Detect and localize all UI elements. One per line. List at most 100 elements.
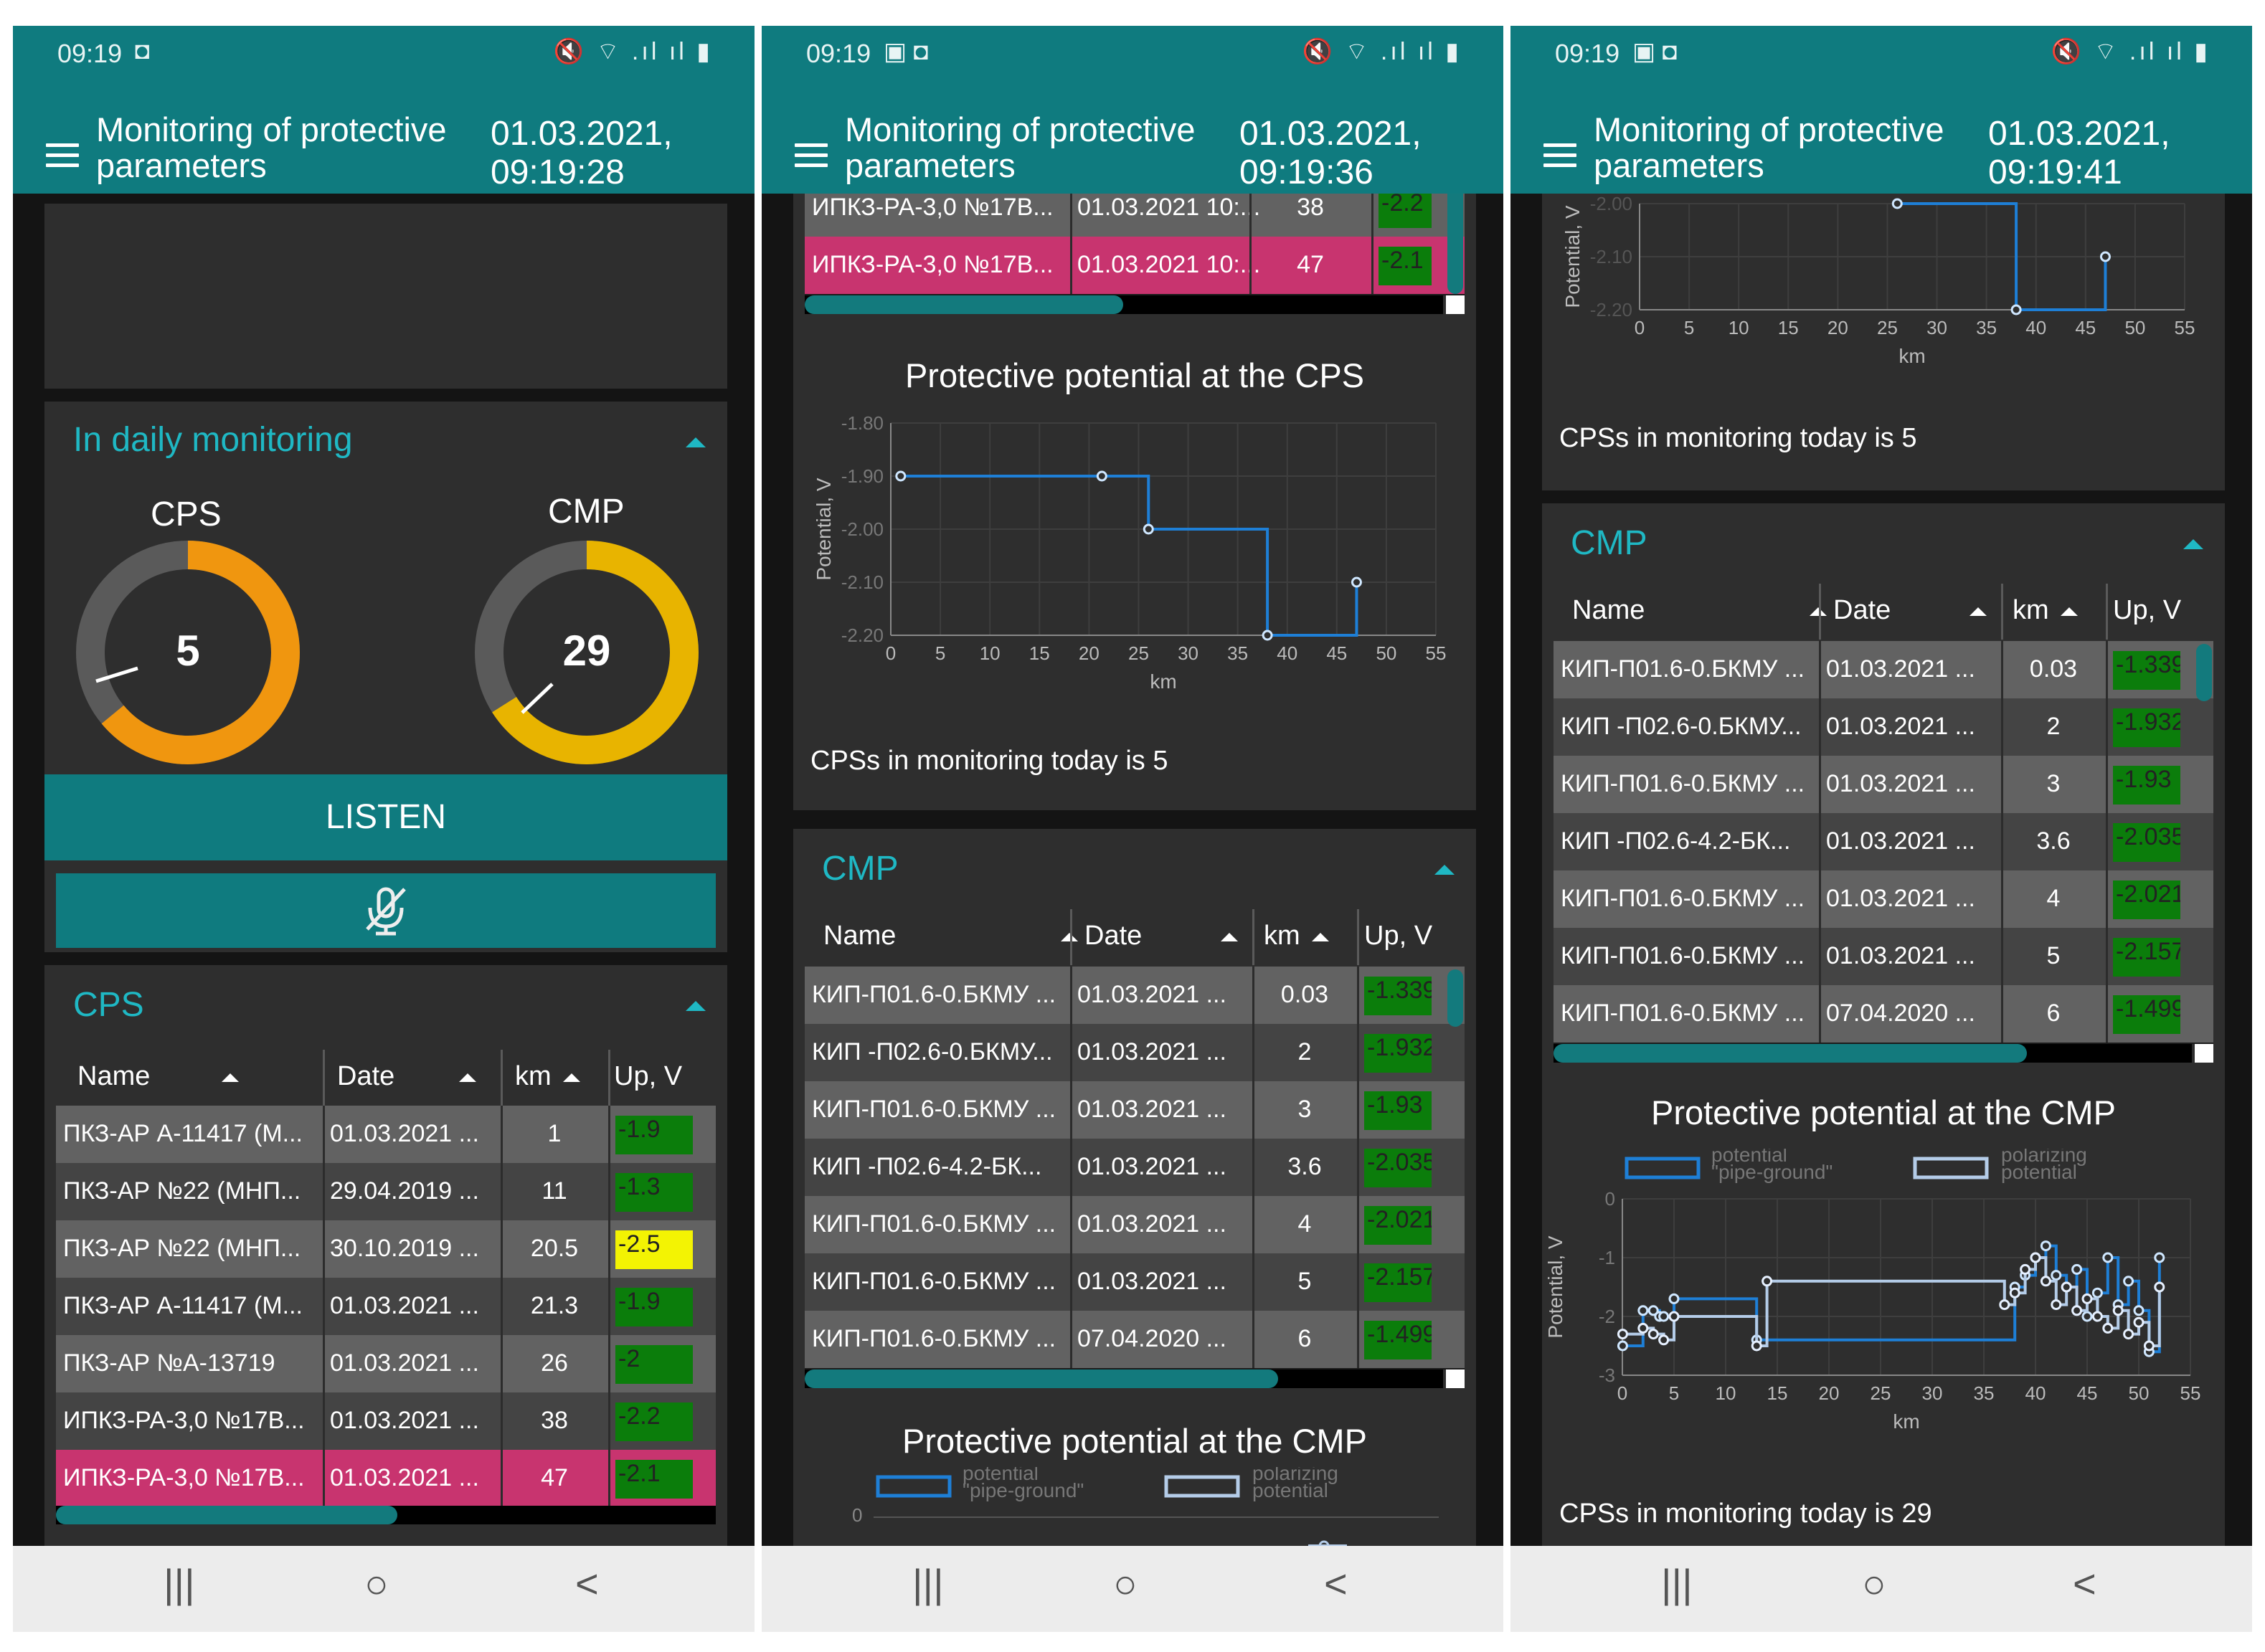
x-tick-label: 35 xyxy=(1227,642,1248,664)
menu-icon[interactable] xyxy=(46,143,79,171)
col-up-header[interactable]: Up, V xyxy=(1364,921,1433,951)
col-up-header[interactable]: Up, V xyxy=(2113,595,2182,625)
table-header: Name Date km Up, V xyxy=(805,909,1465,965)
table-row[interactable]: КИП-П01.6-0.БКМУ ... 01.03.2021 ... 0.03 -1… xyxy=(805,967,1465,1025)
x-tick-label: 30 xyxy=(1178,642,1198,664)
cell-up-voltage: -2.021 xyxy=(1364,1206,1432,1245)
data-point xyxy=(1647,1329,1659,1340)
home-icon[interactable]: ○ xyxy=(1113,1561,1138,1606)
table-row[interactable]: КИП-П01.6-0.БКМУ ... 01.03.2021 ... 4 -2.02… xyxy=(805,1196,1465,1255)
menu-icon[interactable] xyxy=(795,143,828,171)
back-icon[interactable]: < xyxy=(2073,1561,2096,1606)
table-row[interactable]: ПКЗ-АР №22 (МНП... 29.04.2019 ... 11 -1.3 xyxy=(56,1163,716,1222)
collapse-icon[interactable] xyxy=(686,437,706,447)
table-row[interactable]: КИП -П02.6-4.2-БК... 01.03.2021 ... 3.6 -2.… xyxy=(805,1139,1465,1197)
table-row[interactable]: ИПКЗ-РА-3,0 №17В... 01.03.2021 10:... 38 -2… xyxy=(805,194,1465,238)
cps-count-text: CPSs in monitoring today is 5 xyxy=(1559,423,1917,453)
col-km-header[interactable]: km xyxy=(1264,921,1329,951)
col-km-header[interactable]: km xyxy=(2013,595,2078,626)
table-row[interactable]: ИПКЗ-РА-3,0 №17В... 01.03.2021 10:... 47 -2… xyxy=(805,237,1465,295)
horizontal-scroll-thumb[interactable] xyxy=(805,1369,1278,1388)
table-row[interactable]: КИП -П02.6-0.БКМУ... 01.03.2021 ... 2 -1.93… xyxy=(1554,698,2213,757)
menu-icon[interactable] xyxy=(1543,143,1576,171)
horizontal-scroll-thumb[interactable] xyxy=(1554,1044,2027,1063)
table-row[interactable]: КИП-П01.6-0.БКМУ ... 01.03.2021 ... 0.03 -1… xyxy=(1554,641,2213,700)
cell-km: 6 xyxy=(2046,1000,2061,1027)
col-date-header[interactable]: Date xyxy=(337,1061,477,1092)
data-point xyxy=(1891,198,1903,209)
col-up-header[interactable]: Up, V xyxy=(614,1061,683,1091)
table-row[interactable]: КИП-П01.6-0.БКМУ ... 01.03.2021 ... 3 -1.93 xyxy=(805,1081,1465,1140)
table-row[interactable]: ПКЗ-АР №22 (МНП... 30.10.2019 ... 20.5 -2.5 xyxy=(56,1220,716,1279)
vertical-scroll-thumb[interactable] xyxy=(2196,644,2212,701)
back-icon[interactable]: < xyxy=(575,1561,599,1606)
collapse-icon[interactable] xyxy=(686,1001,706,1011)
cmp-gauge-arc xyxy=(475,541,699,764)
table-row[interactable]: КИП-П01.6-0.БКМУ ... 07.04.2020 ... 6 -1.49… xyxy=(805,1311,1465,1369)
status-bar: 09:19 ◘ 🔇 ⌔ .ıl ıl ▮ xyxy=(13,26,755,86)
home-icon[interactable]: ○ xyxy=(1862,1561,1886,1606)
collapse-icon[interactable] xyxy=(1434,865,1455,875)
collapse-icon[interactable] xyxy=(2183,539,2203,549)
recent-apps-icon[interactable]: ||| xyxy=(164,1561,195,1606)
data-point xyxy=(2071,1263,2083,1275)
x-tick-label: 10 xyxy=(1729,317,1749,338)
table-row[interactable]: КИП -П02.6-4.2-БК... 01.03.2021 ... 3.6 -2.… xyxy=(1554,813,2213,872)
cell-name: ИПКЗ-РА-3,0 №17В... xyxy=(63,1407,305,1434)
horizontal-scroll-thumb[interactable] xyxy=(56,1506,397,1524)
daily-monitoring-card: In daily monitoring CPS CMP 5 29 xyxy=(44,402,727,797)
x-tick-label: 40 xyxy=(1277,642,1297,664)
table-row[interactable]: КИП-П01.6-0.БКМУ ... 01.03.2021 ... 5 -2.15… xyxy=(1554,928,2213,987)
data-point xyxy=(2143,1340,2155,1352)
horizontal-scroll-thumb[interactable] xyxy=(805,295,1123,314)
cell-name: КИП -П02.6-4.2-БК... xyxy=(812,1153,1042,1180)
home-icon[interactable]: ○ xyxy=(364,1561,389,1606)
cps-potential-chart: 0 5 10 15 20 25 30 35 40 45 50 55 -1.80 -1.90 -2.00 -2.… xyxy=(813,412,1446,693)
table-row[interactable]: ПКЗ-АР А-11417 (М... 01.03.2021 ... 1 -1.9 xyxy=(56,1106,716,1164)
system-nav-bar: ||| ○ < xyxy=(13,1546,755,1632)
col-name-header[interactable]: Name xyxy=(823,921,1079,951)
y-tick-label: 0 xyxy=(1605,1188,1615,1210)
y-tick-label: -2.10 xyxy=(841,571,884,593)
cell-date: 01.03.2021 ... xyxy=(1077,1096,1226,1123)
table-row[interactable]: КИП-П01.6-0.БКМУ ... 07.04.2020 ... 6 -1.49… xyxy=(1554,985,2213,1044)
col-date-header[interactable]: Date xyxy=(1084,921,1239,951)
vertical-scroll-thumb[interactable] xyxy=(1447,194,1463,294)
notification-icon: ◘ xyxy=(135,37,150,65)
legend-label-polarizing-1: polarizing xyxy=(2001,1149,2087,1166)
data-point xyxy=(2061,1281,2072,1293)
y-tick-label: -3 xyxy=(1599,1364,1615,1386)
table-row[interactable]: КИП -П02.6-0.БКМУ... 01.03.2021 ... 2 -1.93… xyxy=(805,1024,1465,1083)
cell-km: 38 xyxy=(1297,194,1324,221)
table-header: Name Date km Up, V xyxy=(56,1050,716,1106)
notification-icons: ▣ ◘ xyxy=(1632,38,1678,65)
legend-polarizing-2: potential xyxy=(1252,1479,1328,1501)
table-row[interactable]: ПКЗ-АР А-11417 (М... 01.03.2021 ... 21.3 -1… xyxy=(56,1278,716,1337)
data-point xyxy=(2102,1252,2114,1263)
app-timestamp: 01.03.2021, 09:19:41 xyxy=(1988,115,2170,191)
col-name-header[interactable]: Name xyxy=(77,1061,240,1092)
main-content: ИПКЗ-РА-3,0 №17В... 01.03.2021 10:... 38 -2… xyxy=(762,194,1503,1557)
phone-screen-2: 09:19 ▣ ◘ 🔇 ⌔ .ıl ıl ▮ Monitoring of pro… xyxy=(762,26,1503,1632)
series-line xyxy=(900,475,1358,637)
data-point xyxy=(2099,251,2111,262)
table-row[interactable]: КИП-П01.6-0.БКМУ ... 01.03.2021 ... 4 -2.02… xyxy=(1554,870,2213,929)
vertical-scroll-thumb[interactable] xyxy=(1447,969,1463,1027)
recent-apps-icon[interactable]: ||| xyxy=(1661,1561,1693,1606)
table-row[interactable]: ИПКЗ-РА-3,0 №17В... 01.03.2021 ... 47 -2.1 xyxy=(56,1450,716,1509)
cmp-potential-chart: potential"pipe-ground"polarizingpotentia… xyxy=(1544,1149,2200,1433)
table-row[interactable]: КИП-П01.6-0.БКМУ ... 01.03.2021 ... 3 -1.93 xyxy=(1554,756,2213,815)
listen-button[interactable]: LISTEN xyxy=(44,774,727,860)
recent-apps-icon[interactable]: ||| xyxy=(912,1561,944,1606)
data-point xyxy=(1143,523,1154,535)
mute-mic-button[interactable] xyxy=(56,873,716,948)
col-name-header[interactable]: Name xyxy=(1572,595,1827,626)
table-row[interactable]: КИП-П01.6-0.БКМУ ... 01.03.2021 ... 5 -2.15… xyxy=(805,1253,1465,1312)
back-icon[interactable]: < xyxy=(1324,1561,1348,1606)
col-km-header[interactable]: km xyxy=(515,1061,580,1092)
table-row[interactable]: ПКЗ-АР №А-13719 01.03.2021 ... 26 -2 xyxy=(56,1335,716,1394)
cell-name: КИП-П01.6-0.БКМУ ... xyxy=(812,1325,1056,1352)
cell-name: КИП-П01.6-0.БКМУ ... xyxy=(1561,885,1805,912)
col-date-header[interactable]: Date xyxy=(1833,595,1987,626)
table-row[interactable]: ИПКЗ-РА-3,0 №17В... 01.03.2021 ... 38 -2.2 xyxy=(56,1392,716,1451)
